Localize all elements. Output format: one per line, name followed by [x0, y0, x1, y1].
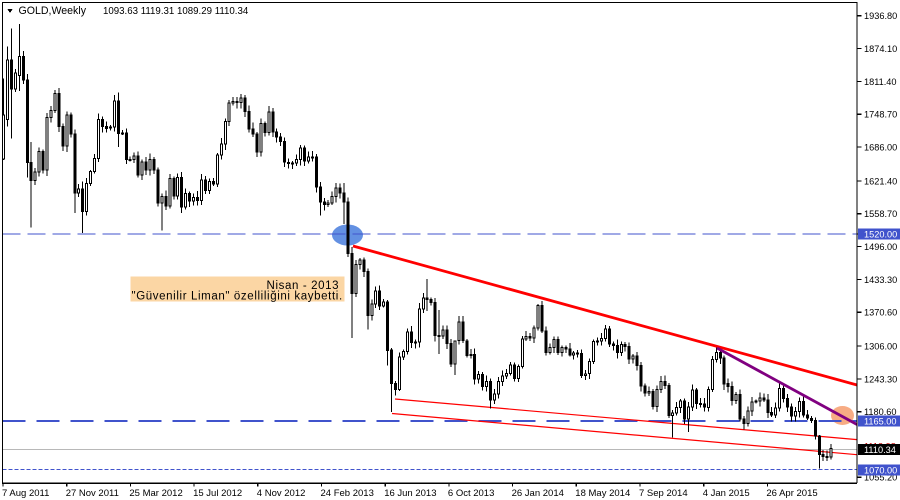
svg-text:1055.20: 1055.20 [864, 473, 897, 483]
svg-text:1110.34: 1110.34 [864, 445, 896, 455]
svg-text:1070.00: 1070.00 [864, 465, 897, 475]
svg-text:1748.70: 1748.70 [864, 110, 897, 120]
svg-text:1243.30: 1243.30 [864, 374, 897, 384]
svg-text:4 Nov 2012: 4 Nov 2012 [257, 488, 306, 499]
svg-text:1874.10: 1874.10 [864, 44, 897, 54]
svg-text:18 May 2014: 18 May 2014 [575, 488, 630, 499]
svg-text:25 Mar 2012: 25 Mar 2012 [129, 488, 182, 499]
svg-text:1165.00: 1165.00 [864, 416, 897, 426]
svg-text:27 Nov 2011: 27 Nov 2011 [66, 488, 119, 499]
svg-text:1558.70: 1558.70 [864, 209, 897, 219]
svg-text:26 Jan 2014: 26 Jan 2014 [512, 488, 564, 499]
svg-text:7 Aug 2011: 7 Aug 2011 [2, 488, 49, 499]
svg-text:1433.30: 1433.30 [864, 275, 897, 285]
svg-text:15 Jul 2012: 15 Jul 2012 [193, 488, 242, 499]
svg-text:"Güvenilir Liman" özelliliğini: "Güvenilir Liman" özelliliğini kaybetti. [132, 291, 343, 303]
svg-text:1306.00: 1306.00 [864, 341, 897, 351]
svg-text:1520.00: 1520.00 [864, 229, 897, 239]
svg-text:GOLD,Weekly: GOLD,Weekly [19, 5, 87, 17]
svg-text:1093.63 1119.31 1089.29 1110.3: 1093.63 1119.31 1089.29 1110.34 [103, 6, 249, 17]
svg-text:1180.60: 1180.60 [864, 407, 897, 417]
svg-text:1936.80: 1936.80 [864, 11, 897, 21]
svg-text:1686.00: 1686.00 [864, 143, 897, 153]
svg-text:1496.00: 1496.00 [864, 242, 897, 252]
svg-text:1621.40: 1621.40 [864, 176, 897, 186]
svg-text:1370.60: 1370.60 [864, 308, 897, 318]
svg-text:Nisan - 2013: Nisan - 2013 [267, 280, 340, 292]
svg-text:7 Sep 2014: 7 Sep 2014 [639, 488, 688, 499]
svg-text:4 Jan 2015: 4 Jan 2015 [703, 488, 750, 499]
svg-text:24 Feb 2013: 24 Feb 2013 [321, 488, 374, 499]
svg-text:1811.40: 1811.40 [864, 77, 897, 87]
svg-text:26 Apr 2015: 26 Apr 2015 [766, 488, 817, 499]
svg-text:16 Jun 2013: 16 Jun 2013 [384, 488, 436, 499]
svg-text:6 Oct 2013: 6 Oct 2013 [448, 488, 494, 499]
